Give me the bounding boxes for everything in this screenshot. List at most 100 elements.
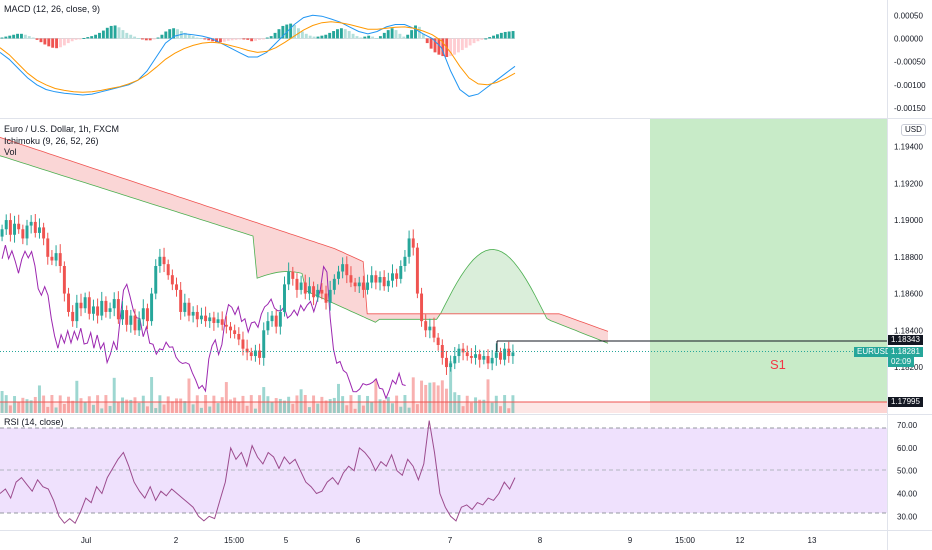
candle-body — [278, 311, 282, 327]
macd-price-axis: 0.00050 0.00000 -0.00050 -0.00100 -0.00150 — [894, 11, 926, 113]
candle-body — [145, 308, 149, 322]
candle-body — [37, 227, 41, 233]
candle-body — [303, 282, 307, 294]
long-position-stop-zone[interactable] — [650, 402, 887, 413]
volume-bar — [137, 402, 141, 413]
volume-bar — [258, 395, 262, 413]
candle-body — [46, 238, 50, 257]
candle-body — [83, 297, 87, 309]
macd-histogram-bar — [191, 36, 195, 39]
volume-bar — [229, 399, 232, 413]
candle-body — [104, 300, 108, 312]
candle-body — [374, 275, 378, 283]
candle-body — [386, 280, 390, 287]
volume-bar — [474, 397, 478, 413]
macd-histogram-bar — [82, 37, 86, 39]
candle-body — [137, 319, 141, 331]
candle-body — [270, 315, 274, 322]
macd-histogram-bar — [242, 38, 246, 40]
macd-histogram-bar — [456, 38, 460, 53]
candle-body — [324, 293, 328, 303]
volume-bar — [25, 399, 29, 413]
kumo-bearish — [546, 313, 608, 344]
macd-histogram-bar — [20, 33, 23, 39]
volume-bar — [33, 396, 37, 413]
time-axis[interactable]: Jul 2 15:00 5 6 7 8 9 15:00 12 13 — [81, 536, 817, 545]
volume-bar — [465, 395, 469, 413]
volume-bar — [283, 400, 286, 413]
candle-body — [503, 348, 507, 360]
macd-histogram-bar — [351, 33, 355, 39]
macd-histogram-bar — [460, 38, 464, 51]
candle-body — [183, 302, 187, 312]
macd-series-line — [0, 14, 516, 97]
price-legend-symbol[interactable]: Euro / U.S. Dollar, 1h, FXCM — [4, 124, 120, 134]
volume-bar — [328, 399, 332, 413]
candle-body — [349, 275, 353, 283]
candle-body — [312, 286, 316, 298]
price-tick-label: 1.18400 — [894, 326, 923, 335]
candle-body — [469, 356, 473, 358]
volume-bar — [87, 396, 91, 413]
macd-histogram-bar — [261, 38, 265, 40]
volume-bar — [216, 403, 220, 413]
volume-bar — [270, 401, 274, 413]
volume-bar — [62, 403, 66, 413]
volume-bar — [507, 408, 511, 413]
candle-body — [465, 352, 469, 357]
support-zone[interactable] — [0, 402, 650, 413]
macd-histogram-bar — [425, 38, 429, 44]
macd-histogram-bar — [199, 37, 203, 39]
macd-histogram-bar — [168, 29, 172, 39]
candle-body — [482, 356, 486, 360]
volume-bar — [179, 398, 183, 413]
time-tick-label: 15:00 — [224, 536, 245, 545]
macd-histogram-bar — [207, 38, 211, 41]
currency-label[interactable]: USD — [901, 124, 926, 136]
rsi-tick-label: 60.00 — [897, 444, 918, 453]
macd-histogram-bar — [476, 38, 480, 42]
macd-histogram-bar — [265, 37, 269, 39]
ichimoku-legend[interactable]: Ichimoku (9, 26, 52, 26) — [4, 136, 99, 146]
candle-body — [287, 271, 291, 285]
volume-bar — [415, 404, 419, 413]
candle-body — [511, 352, 515, 357]
macd-histogram-bar — [343, 29, 347, 39]
volume-legend[interactable]: Vol — [4, 147, 17, 157]
macd-histogram-bar — [230, 38, 234, 41]
candle-body — [266, 321, 270, 331]
volume-bar — [399, 406, 403, 413]
candle-body — [432, 326, 436, 338]
volume-bar — [366, 395, 370, 413]
candle-body — [141, 308, 145, 320]
volume-bar — [444, 388, 448, 413]
senkou-span-a — [0, 155, 609, 344]
macd-histogram-bar — [12, 34, 16, 39]
candle-body — [224, 324, 228, 327]
long-position-target-zone[interactable] — [650, 119, 887, 402]
volume-bar — [382, 400, 386, 413]
macd-histogram-bar — [43, 38, 47, 45]
rsi-legend[interactable]: RSI (14, close) — [4, 417, 64, 427]
time-tick-label: 7 — [448, 536, 453, 545]
candle-body — [436, 337, 440, 346]
macd-histogram-bar — [503, 31, 507, 39]
macd-histogram-bar — [484, 38, 488, 40]
s1-annotation[interactable]: S1 — [770, 357, 786, 372]
candle-body — [150, 293, 154, 322]
macd-histogram-bar — [363, 36, 367, 39]
volume-bar — [100, 408, 104, 413]
macd-legend[interactable]: MACD (12, 26, close, 9) — [4, 4, 101, 14]
volume-bar — [129, 399, 133, 413]
macd-histogram-bar — [129, 34, 133, 39]
macd-histogram-bar — [394, 30, 398, 39]
volume-bar — [83, 401, 87, 413]
volume-bar — [266, 396, 270, 413]
macd-histogram-bar — [308, 35, 312, 39]
candle-body — [274, 315, 278, 327]
volume-bar — [125, 399, 129, 413]
macd-histogram-bar — [472, 38, 476, 44]
time-tick-label: 5 — [284, 536, 289, 545]
candle-body — [415, 247, 419, 294]
